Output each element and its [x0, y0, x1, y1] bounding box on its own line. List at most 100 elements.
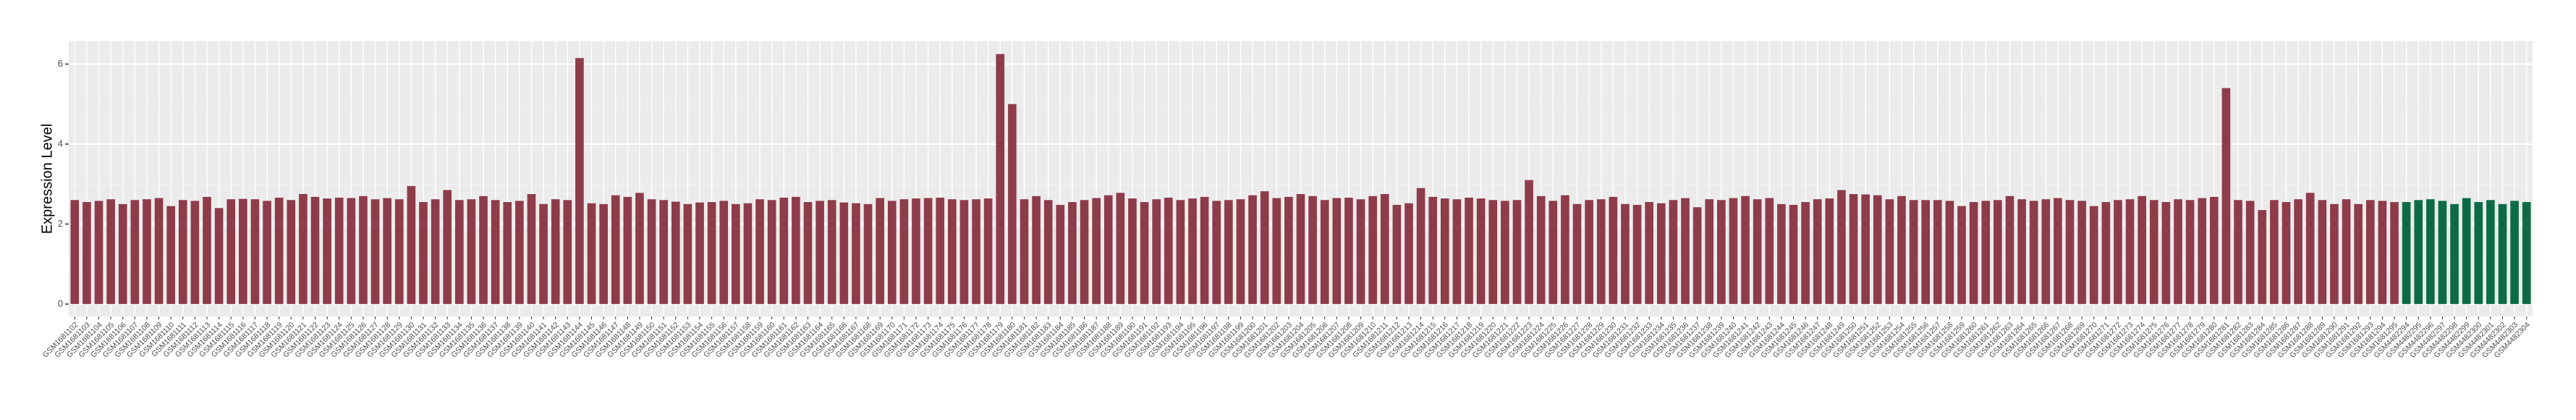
bar — [2089, 206, 2098, 304]
bar — [719, 201, 729, 304]
y-tick-label: 6 — [58, 58, 63, 69]
bar — [154, 198, 164, 304]
bar — [732, 203, 740, 304]
bar — [323, 198, 331, 304]
bar — [2161, 202, 2171, 304]
bar — [1957, 206, 1966, 304]
bar — [1753, 199, 1762, 304]
bar — [1224, 200, 1233, 304]
bar — [1801, 202, 1810, 304]
y-axis-label: Expression Level — [39, 124, 55, 234]
bar — [2185, 200, 2195, 304]
bar — [1981, 201, 1991, 304]
bar — [2390, 202, 2399, 304]
bar — [1645, 202, 1653, 304]
bar — [370, 199, 380, 304]
bar — [2138, 196, 2146, 304]
bar — [575, 58, 584, 304]
bar — [250, 199, 260, 304]
bar — [1729, 198, 1738, 304]
bar — [1632, 204, 1642, 304]
bar — [1188, 198, 1197, 304]
bar — [190, 201, 200, 304]
bar — [996, 54, 1005, 304]
bar — [479, 196, 488, 304]
bar — [1320, 200, 1329, 304]
bar — [94, 201, 103, 304]
bar — [503, 202, 512, 304]
bar — [2510, 201, 2519, 304]
bar — [912, 198, 920, 304]
bar — [527, 193, 536, 304]
bar — [1897, 196, 1906, 304]
bar — [887, 201, 897, 304]
bar — [1248, 195, 1257, 304]
bar — [1092, 198, 1101, 304]
bar — [1452, 199, 1462, 304]
bar — [779, 197, 789, 304]
bar — [166, 206, 175, 304]
bar — [214, 208, 224, 304]
bar — [106, 199, 115, 304]
bar — [948, 199, 957, 304]
bar — [2294, 199, 2302, 304]
bar — [2342, 199, 2351, 304]
bar — [2486, 200, 2495, 304]
bar — [659, 200, 668, 304]
bar — [707, 202, 716, 304]
bar — [1043, 200, 1053, 304]
bar — [1296, 193, 1305, 304]
bar — [1140, 202, 1149, 304]
bar — [359, 196, 368, 304]
bar — [599, 203, 608, 304]
bar — [1488, 200, 1498, 304]
bar — [2065, 200, 2075, 304]
bar — [1717, 200, 1726, 304]
bar — [635, 193, 644, 304]
bar — [551, 199, 560, 304]
bar — [1609, 196, 1618, 304]
bar — [310, 196, 320, 304]
bar — [2378, 201, 2387, 304]
bar — [347, 198, 356, 304]
bar — [2114, 200, 2122, 304]
bar — [1465, 197, 1473, 304]
bar — [1669, 200, 1678, 304]
bar — [82, 202, 91, 304]
bar — [2402, 202, 2411, 304]
bar — [2426, 199, 2435, 304]
y-tick-label: 4 — [58, 138, 63, 148]
bar — [239, 198, 247, 304]
bar — [923, 198, 933, 304]
bar — [431, 199, 440, 304]
bar — [1416, 188, 1425, 304]
bar — [118, 203, 127, 304]
bar — [623, 196, 632, 304]
bar — [443, 190, 452, 304]
bar — [899, 199, 909, 304]
bar — [936, 197, 945, 304]
bar — [2474, 202, 2483, 304]
bar — [2041, 199, 2051, 304]
bar — [1176, 200, 1185, 304]
bar — [2450, 203, 2459, 304]
bar — [1260, 191, 1269, 304]
bar — [1994, 200, 2002, 304]
bar — [1777, 203, 1786, 304]
bar — [2330, 203, 2339, 304]
bar — [1332, 198, 1342, 304]
bar — [1789, 204, 1798, 304]
bar — [839, 202, 849, 304]
bar — [1621, 203, 1630, 304]
bar — [1103, 195, 1113, 304]
bar — [2005, 196, 2014, 304]
bar — [1933, 200, 1942, 304]
bar — [1428, 196, 1438, 304]
bar — [767, 200, 776, 304]
bar — [647, 199, 656, 304]
bar — [334, 197, 344, 304]
bar — [419, 202, 428, 304]
bar — [876, 198, 884, 304]
bar — [2198, 198, 2207, 304]
bar — [130, 200, 140, 304]
